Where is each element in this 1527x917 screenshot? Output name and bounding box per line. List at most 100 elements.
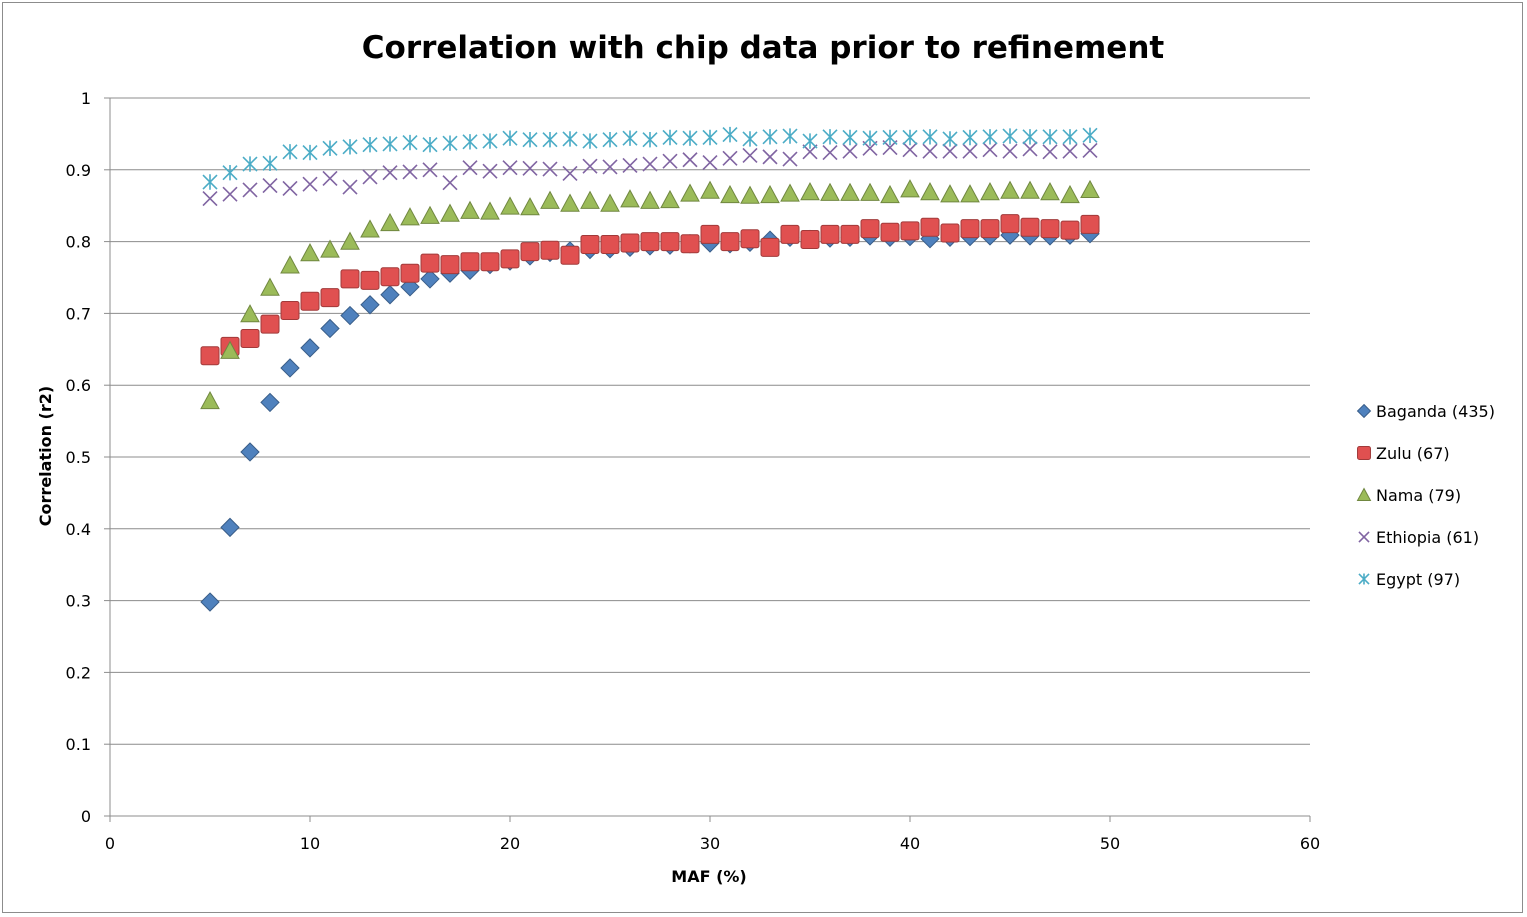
data-point xyxy=(440,203,460,222)
data-point xyxy=(782,151,798,167)
data-point xyxy=(1060,184,1080,204)
y-tick-label: 0.8 xyxy=(66,233,91,252)
data-point xyxy=(260,277,280,296)
data-point xyxy=(1062,143,1078,159)
data-point xyxy=(482,163,498,179)
data-point xyxy=(682,130,698,146)
legend-item: Ethiopia (61) xyxy=(1358,528,1479,547)
data-point xyxy=(360,219,380,238)
data-point xyxy=(320,288,340,308)
data-point xyxy=(1042,144,1058,160)
data-point xyxy=(840,224,860,244)
data-point xyxy=(280,358,300,378)
data-point xyxy=(920,182,940,201)
data-point xyxy=(302,144,318,161)
data-point xyxy=(800,182,820,201)
data-point xyxy=(1082,127,1098,144)
data-point xyxy=(322,140,338,156)
data-point xyxy=(242,182,258,198)
data-point xyxy=(1020,180,1040,199)
data-point xyxy=(1022,129,1038,145)
data-point xyxy=(682,152,698,168)
data-point xyxy=(600,234,620,254)
legend-marker xyxy=(1358,531,1370,543)
data-point xyxy=(902,129,918,146)
data-point xyxy=(340,231,360,250)
data-point xyxy=(780,183,800,202)
x-tick-label: 10 xyxy=(300,834,320,853)
data-point xyxy=(640,190,660,209)
data-point xyxy=(200,390,220,410)
data-point xyxy=(720,184,740,204)
data-point xyxy=(960,219,980,239)
data-point xyxy=(620,233,640,253)
data-point xyxy=(962,129,978,146)
data-point xyxy=(902,142,918,158)
data-point xyxy=(362,169,378,185)
data-point xyxy=(562,165,578,181)
data-point xyxy=(202,190,218,207)
data-point xyxy=(520,242,540,262)
data-point xyxy=(220,517,240,538)
x-axis-ticks: 0 10 20 30 40 50 60 xyxy=(105,834,1320,853)
data-point xyxy=(660,189,680,209)
series-3 xyxy=(202,139,1098,207)
data-point xyxy=(960,184,980,203)
data-point xyxy=(742,131,758,147)
data-point xyxy=(680,183,700,202)
x-tick-label: 60 xyxy=(1300,834,1320,853)
x-axis-label: MAF (%) xyxy=(671,867,746,886)
data-point xyxy=(900,221,920,241)
data-point xyxy=(1080,214,1100,234)
data-point xyxy=(602,159,618,175)
data-point xyxy=(262,178,278,194)
data-point xyxy=(542,131,558,148)
y-tick-label: 1 xyxy=(81,89,91,108)
data-point xyxy=(542,161,558,177)
data-point xyxy=(502,160,518,176)
data-point xyxy=(300,291,320,311)
plot-area xyxy=(200,126,1100,612)
legend-item: Baganda (435) xyxy=(1356,402,1495,421)
gridlines xyxy=(104,97,1311,822)
data-point xyxy=(822,145,838,161)
data-point xyxy=(642,131,658,148)
data-point xyxy=(460,200,480,219)
data-point xyxy=(942,131,958,147)
data-point xyxy=(200,346,220,366)
data-point xyxy=(420,269,440,289)
data-point xyxy=(580,234,600,254)
data-point xyxy=(940,184,960,203)
data-point xyxy=(1022,141,1038,157)
data-point xyxy=(822,129,838,145)
x-tick-label: 0 xyxy=(105,834,115,853)
series-4 xyxy=(202,126,1098,190)
data-point xyxy=(1060,220,1080,240)
data-point xyxy=(540,190,560,209)
data-point xyxy=(442,175,458,191)
data-point xyxy=(622,130,638,146)
y-tick-label: 0.1 xyxy=(66,735,91,754)
data-point xyxy=(980,219,1000,239)
data-point xyxy=(300,243,320,262)
data-point xyxy=(222,186,238,202)
data-point xyxy=(442,135,458,151)
data-point xyxy=(402,134,418,151)
data-point xyxy=(862,130,878,146)
y-tick-label: 0.5 xyxy=(66,448,91,467)
data-point xyxy=(482,133,498,149)
data-point xyxy=(240,304,260,323)
data-point xyxy=(382,136,398,152)
data-point xyxy=(322,170,338,186)
data-point xyxy=(522,160,538,176)
data-point xyxy=(600,193,620,212)
data-point xyxy=(500,249,520,269)
legend-label: Nama (79) xyxy=(1376,486,1461,505)
data-point xyxy=(1042,129,1058,145)
data-point xyxy=(420,205,440,224)
data-point xyxy=(202,174,218,190)
data-point xyxy=(940,223,960,243)
data-point xyxy=(840,182,860,201)
data-point xyxy=(400,207,420,226)
